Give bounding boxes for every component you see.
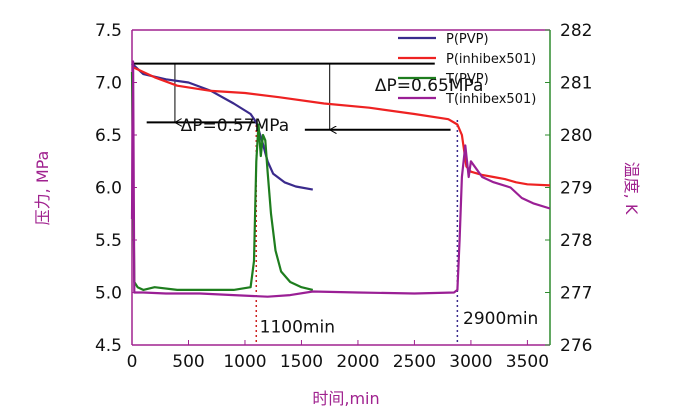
y-right-axis-label: 温度, K xyxy=(622,162,641,215)
y-left-tick-label: 6.5 xyxy=(95,126,122,146)
y-left-axis-label: 压力, MPa xyxy=(33,151,52,226)
y-right-tick-label: 281 xyxy=(560,74,592,94)
y-left-tick-label: 7.0 xyxy=(95,74,122,94)
annotation-label: ΔP=0.57MPa xyxy=(181,116,290,136)
x-tick-label: 500 xyxy=(172,352,204,372)
y-right-tick-label: 279 xyxy=(560,179,592,199)
y-right-tick-label: 276 xyxy=(560,336,592,356)
annotation-label: 2900min xyxy=(463,309,538,329)
x-tick-label: 3500 xyxy=(506,352,549,372)
legend-label: P(inhibex501) xyxy=(446,52,536,67)
annotation-label: 1100min xyxy=(260,317,335,337)
y-left-tick-label: 7.5 xyxy=(95,21,122,41)
y-left-tick-label: 5.0 xyxy=(95,284,122,304)
x-axis-label: 时间,min xyxy=(312,389,379,408)
y-right-tick-label: 282 xyxy=(560,21,592,41)
legend-label: P(PVP) xyxy=(446,32,489,47)
x-tick-label: 0 xyxy=(127,352,138,372)
x-tick-label: 3000 xyxy=(449,352,492,372)
series-line-4 xyxy=(130,60,551,298)
x-tick-label: 1000 xyxy=(223,352,266,372)
y-right-tick-label: 280 xyxy=(560,126,592,146)
y-right-tick-label: 277 xyxy=(560,284,592,304)
series-line-2 xyxy=(131,65,551,187)
y-right-tick-label: 278 xyxy=(560,231,592,251)
legend-label: T(PVP) xyxy=(445,72,489,87)
x-tick-label: 2000 xyxy=(336,352,379,372)
y-left-tick-label: 5.5 xyxy=(95,231,122,251)
series-line-1 xyxy=(131,62,313,191)
annotation-label: ΔP=0.65MPa xyxy=(375,76,484,96)
series-line-3 xyxy=(130,71,314,291)
y-left-tick-label: 4.5 xyxy=(95,336,122,356)
x-tick-label: 2500 xyxy=(393,352,436,372)
legend-label: T(inhibex501) xyxy=(445,92,536,107)
y-left-tick-label: 6.0 xyxy=(95,179,122,199)
x-tick-label: 1500 xyxy=(280,352,323,372)
